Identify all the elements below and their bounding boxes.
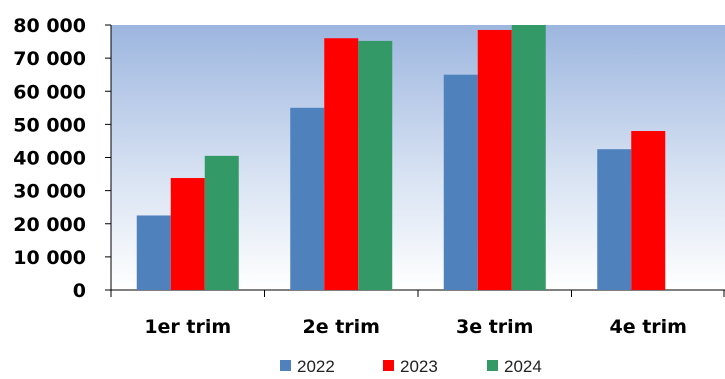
bar-2024-1 [204,155,239,290]
legend-swatch-2023 [383,360,394,371]
bar-2023-3 [477,29,512,290]
bar-2022-3 [443,74,478,290]
legend-label-2023: 2023 [400,357,438,376]
y-tick-label: 70 000 [13,48,86,70]
y-tick-label: 40 000 [13,148,86,170]
legend-label-2024: 2024 [504,357,542,376]
bar-2022-4 [597,149,632,290]
x-tick-label: 1er trim [144,316,231,338]
bar-2023-4 [631,131,666,290]
y-tick-label: 60 000 [13,81,86,103]
bar-2023-1 [170,178,205,290]
y-tick-label: 50 000 [13,114,86,136]
x-tick-label: 2e trim [303,316,380,338]
y-tick-label: 10 000 [13,247,86,269]
bar-2024-2 [358,40,393,291]
y-tick-label: 30 000 [13,181,86,203]
bar-2024-3 [511,25,546,290]
x-tick-label: 4e trim [610,316,687,338]
y-tick-label: 0 [73,280,86,302]
legend-label-2022: 2022 [297,357,335,376]
bar-2022-2 [290,107,325,290]
bar-2023-2 [324,38,359,290]
y-tick-label: 80 000 [13,15,86,37]
legend-swatch-2022 [280,360,291,371]
bar-2022-1 [136,215,171,290]
legend-swatch-2024 [487,360,498,371]
x-tick-label: 3e trim [456,316,533,338]
y-tick-label: 20 000 [13,214,86,236]
